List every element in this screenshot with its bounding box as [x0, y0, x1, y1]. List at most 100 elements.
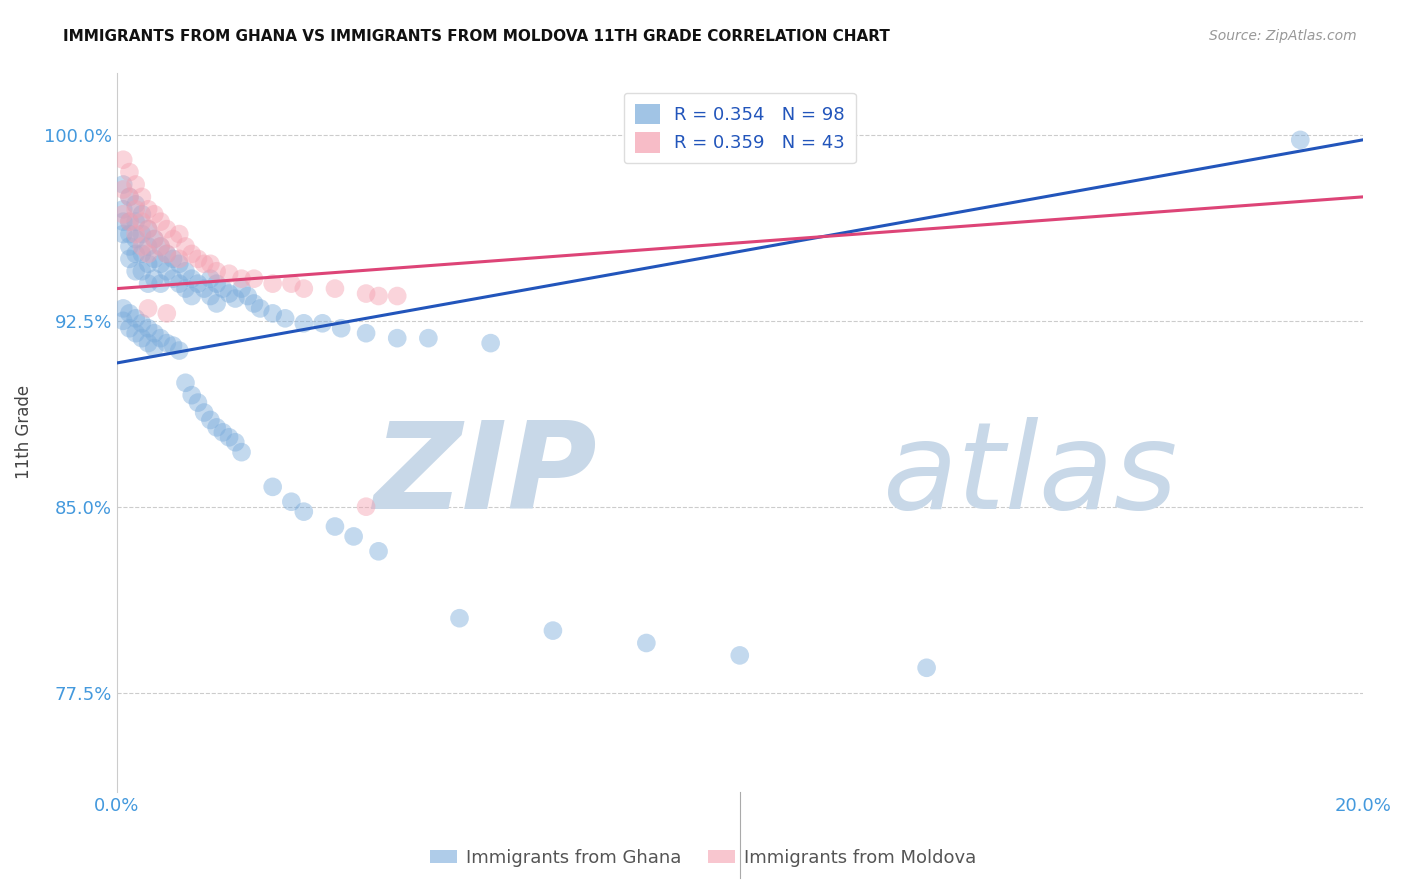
Point: [136, 321, 159, 335]
Point: [224, 292, 246, 306]
Point: [262, 480, 284, 494]
Point: [118, 227, 141, 241]
Legend: Immigrants from Ghana, Immigrants from Moldova: Immigrants from Ghana, Immigrants from M…: [422, 842, 984, 874]
Point: [211, 282, 233, 296]
Point: [112, 301, 135, 316]
Point: [236, 289, 259, 303]
Point: [174, 376, 197, 390]
Point: [143, 232, 166, 246]
Point: [218, 430, 240, 444]
Text: atlas: atlas: [883, 417, 1178, 534]
Point: [262, 277, 284, 291]
Point: [118, 190, 141, 204]
Point: [174, 239, 197, 253]
Point: [112, 227, 135, 241]
Point: [262, 306, 284, 320]
Point: [218, 267, 240, 281]
Point: [149, 277, 172, 291]
Point: [136, 239, 159, 253]
Point: [112, 202, 135, 217]
Point: [280, 277, 302, 291]
Point: [149, 239, 172, 253]
Point: [118, 215, 141, 229]
Point: [149, 257, 172, 271]
Point: [124, 311, 146, 326]
Point: [354, 500, 377, 514]
Point: [200, 413, 222, 427]
Point: [479, 336, 502, 351]
Point: [136, 222, 159, 236]
Point: [118, 165, 141, 179]
Point: [193, 257, 215, 271]
Point: [200, 271, 222, 285]
Point: [343, 529, 366, 543]
Point: [149, 239, 172, 253]
Point: [112, 207, 135, 221]
Point: [541, 624, 564, 638]
Point: [187, 252, 209, 266]
Point: [354, 326, 377, 341]
Point: [167, 257, 190, 271]
Point: [124, 197, 146, 211]
Point: [367, 289, 389, 303]
Point: [112, 178, 135, 192]
Point: [174, 264, 197, 278]
Point: [156, 336, 179, 351]
Point: [167, 227, 190, 241]
Point: [124, 215, 146, 229]
Point: [231, 282, 253, 296]
Point: [131, 316, 153, 330]
Point: [728, 648, 751, 663]
Text: ZIP: ZIP: [373, 417, 596, 534]
Point: [200, 289, 222, 303]
Point: [162, 232, 184, 246]
Point: [280, 494, 302, 508]
Point: [112, 314, 135, 328]
Point: [124, 232, 146, 246]
Point: [231, 445, 253, 459]
Point: [180, 289, 202, 303]
Point: [131, 247, 153, 261]
Point: [311, 316, 333, 330]
Point: [167, 343, 190, 358]
Point: [136, 257, 159, 271]
Point: [167, 277, 190, 291]
Point: [118, 215, 141, 229]
Point: [143, 232, 166, 246]
Point: [243, 271, 266, 285]
Point: [387, 331, 409, 345]
Point: [124, 264, 146, 278]
Point: [224, 435, 246, 450]
Point: [323, 519, 346, 533]
Point: [387, 289, 409, 303]
Text: Source: ZipAtlas.com: Source: ZipAtlas.com: [1209, 29, 1357, 43]
Point: [418, 331, 440, 345]
Point: [211, 425, 233, 440]
Point: [124, 326, 146, 341]
Point: [1289, 133, 1312, 147]
Point: [136, 202, 159, 217]
Point: [249, 301, 271, 316]
Point: [118, 252, 141, 266]
Point: [149, 331, 172, 345]
Point: [124, 202, 146, 217]
Point: [636, 636, 658, 650]
Point: [156, 264, 179, 278]
Point: [143, 271, 166, 285]
Point: [143, 207, 166, 221]
Point: [187, 395, 209, 409]
Point: [131, 239, 153, 253]
Point: [112, 215, 135, 229]
Point: [162, 271, 184, 285]
Point: [162, 252, 184, 266]
Point: [193, 405, 215, 419]
Point: [136, 336, 159, 351]
Point: [243, 296, 266, 310]
Point: [367, 544, 389, 558]
Point: [124, 178, 146, 192]
Point: [180, 388, 202, 402]
Point: [143, 252, 166, 266]
Point: [136, 222, 159, 236]
Point: [218, 286, 240, 301]
Point: [156, 306, 179, 320]
